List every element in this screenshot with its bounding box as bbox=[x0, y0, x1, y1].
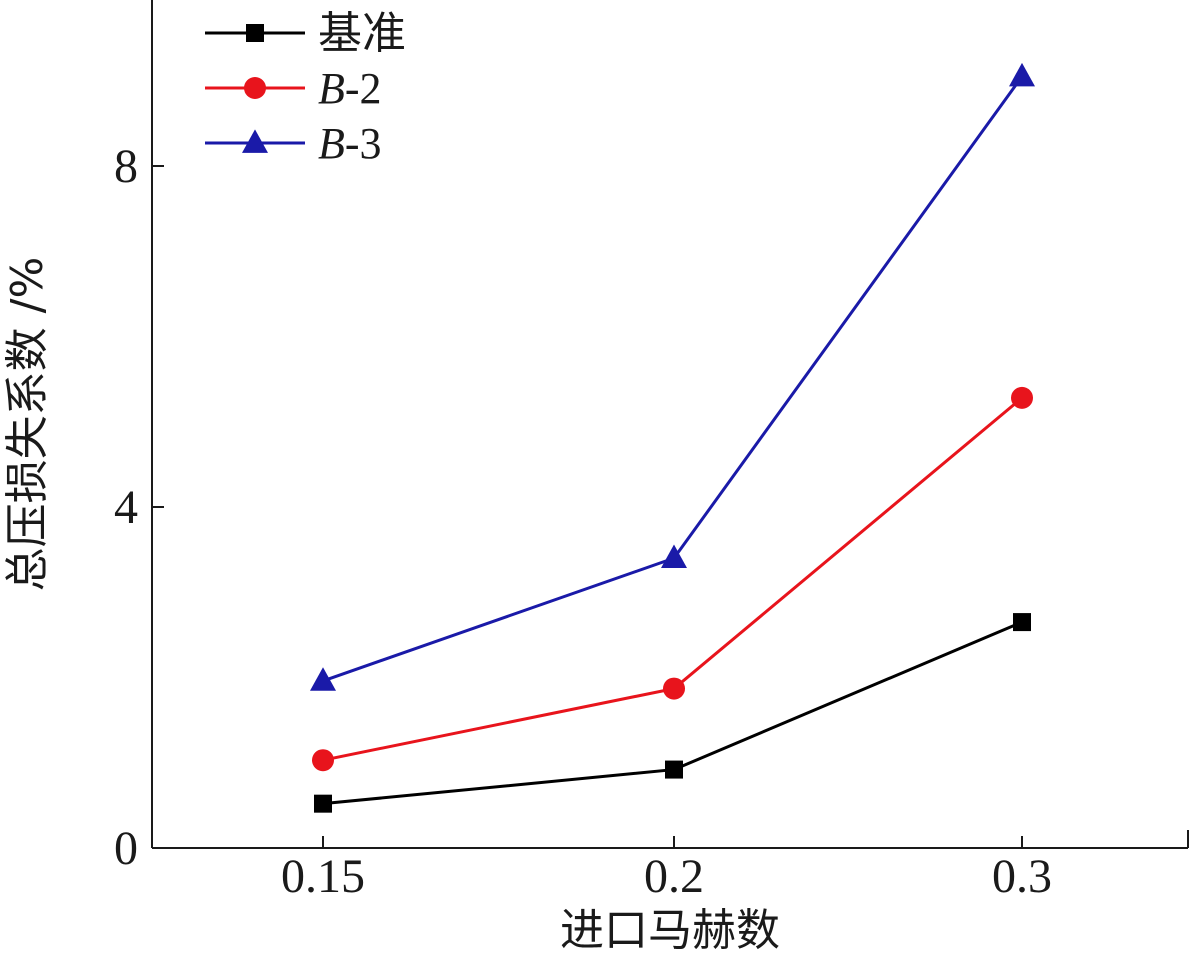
y-tick-label: 8 bbox=[114, 140, 138, 193]
y-axis-title: 总压损失系数 /% bbox=[2, 257, 53, 592]
legend-marker bbox=[242, 129, 268, 153]
legend-marker bbox=[244, 77, 266, 99]
data-point bbox=[314, 794, 332, 813]
data-point bbox=[1009, 62, 1035, 87]
x-ticks: 0.15 0.2 0.3 bbox=[281, 836, 1052, 903]
legend-label: 基准 bbox=[318, 8, 406, 59]
data-point bbox=[661, 544, 687, 569]
legend-label: B-2 bbox=[318, 64, 382, 113]
data-point bbox=[663, 677, 685, 700]
data-point bbox=[312, 749, 334, 772]
legend-label: B-3 bbox=[318, 119, 382, 168]
y-tick-label: 0 bbox=[114, 822, 138, 875]
x-tick-label: 0.3 bbox=[992, 850, 1052, 903]
series-2 bbox=[310, 62, 1035, 691]
axes bbox=[151, 0, 1189, 849]
x-tick-label: 0.15 bbox=[281, 850, 365, 903]
legend-marker bbox=[246, 24, 264, 42]
data-point bbox=[310, 667, 336, 691]
x-axis-title: 进口马赫数 bbox=[560, 905, 780, 956]
series-1 bbox=[312, 386, 1033, 772]
series-line bbox=[322, 396, 1023, 762]
data-point bbox=[1011, 386, 1033, 409]
x-tick-label: 0.2 bbox=[644, 850, 704, 903]
y-ticks: 0 4 8 bbox=[114, 140, 164, 875]
data-point bbox=[665, 760, 683, 779]
legend: 基准 B-2 B-3 bbox=[205, 8, 406, 168]
y-tick-label: 4 bbox=[114, 481, 138, 534]
series-line bbox=[322, 75, 1024, 683]
series-layer bbox=[310, 62, 1035, 813]
legend-item: B-2 bbox=[205, 64, 382, 113]
legend-item: 基准 bbox=[205, 8, 406, 59]
data-point bbox=[1013, 613, 1031, 632]
series-0 bbox=[314, 613, 1031, 813]
legend-item: B-3 bbox=[205, 119, 382, 168]
